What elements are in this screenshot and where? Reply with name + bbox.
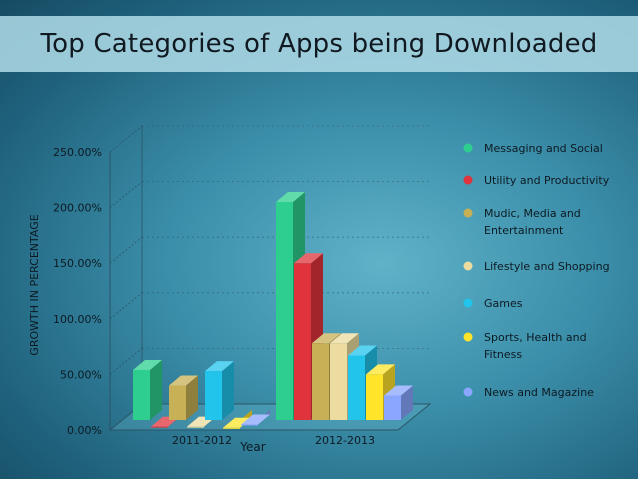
bar <box>294 263 311 420</box>
bar <box>133 369 150 420</box>
bar-top <box>384 385 413 396</box>
legend-entry: Messaging and Social <box>484 142 603 155</box>
legend-marker <box>463 261 473 271</box>
legend-entry: News and Magazine <box>484 386 594 399</box>
bar-side <box>186 375 198 420</box>
bar <box>169 385 186 420</box>
bar <box>187 426 204 428</box>
legend-marker <box>463 332 473 342</box>
bar-top <box>133 359 162 370</box>
bar <box>223 427 240 429</box>
bar-top <box>276 192 305 203</box>
gridline-side <box>109 236 143 264</box>
x-tick-label: 2012-2013 <box>315 434 375 447</box>
legend-marker <box>463 387 473 397</box>
bar <box>276 202 293 420</box>
bar <box>384 395 401 420</box>
legend-entry: Fitness <box>484 348 522 361</box>
bar <box>330 343 347 420</box>
y-tick-label: 0.00% <box>67 424 102 437</box>
gridline-side <box>109 292 143 320</box>
gridline-side <box>109 348 143 375</box>
y-tick-label: 250.00% <box>53 146 102 159</box>
legend-marker <box>463 208 473 218</box>
x-axis-title: Year <box>239 440 265 454</box>
bar-top <box>205 361 234 372</box>
y-tick-label: 100.00% <box>53 313 102 326</box>
y-axis-title: GROWTH IN PERCENTAGE <box>28 214 41 355</box>
y-tick-label: 150.00% <box>53 257 102 270</box>
bar <box>312 343 329 420</box>
bar <box>366 374 383 420</box>
bar-top <box>223 417 252 428</box>
bar-top <box>330 333 359 344</box>
bar <box>151 426 168 428</box>
legend-entry: Mudic, Media and <box>484 207 581 220</box>
bar-top <box>348 345 377 356</box>
legend-entry: Lifestyle and Shopping <box>484 260 610 273</box>
legend-entry: Games <box>484 297 523 310</box>
bar-side <box>401 385 413 420</box>
bar-top <box>366 364 395 375</box>
bar-top <box>294 253 323 264</box>
bar-side <box>222 361 234 420</box>
bar-top <box>241 414 270 425</box>
bar-top <box>169 375 198 386</box>
y-tick-label: 50.00% <box>60 368 102 381</box>
bar-top <box>312 333 341 344</box>
y-tick-label: 200.00% <box>53 202 102 215</box>
bar <box>205 371 222 420</box>
legend-entry: Sports, Health and <box>484 331 587 344</box>
bar-side <box>150 359 162 420</box>
chart-title: Top Categories of Apps being Downloaded <box>40 29 598 59</box>
x-tick-label: 2011-2012 <box>172 434 232 447</box>
bar <box>241 424 258 426</box>
legend-marker <box>463 298 473 308</box>
gridline-side <box>109 125 143 153</box>
legend-entry: Entertainment <box>484 224 564 237</box>
gridline-side <box>109 181 143 208</box>
legend-marker <box>463 175 473 185</box>
legend-entry: Utility and Productivity <box>484 174 610 187</box>
title-band: Top Categories of Apps being Downloaded <box>0 16 638 72</box>
bar <box>348 355 365 420</box>
legend-marker <box>463 143 473 153</box>
